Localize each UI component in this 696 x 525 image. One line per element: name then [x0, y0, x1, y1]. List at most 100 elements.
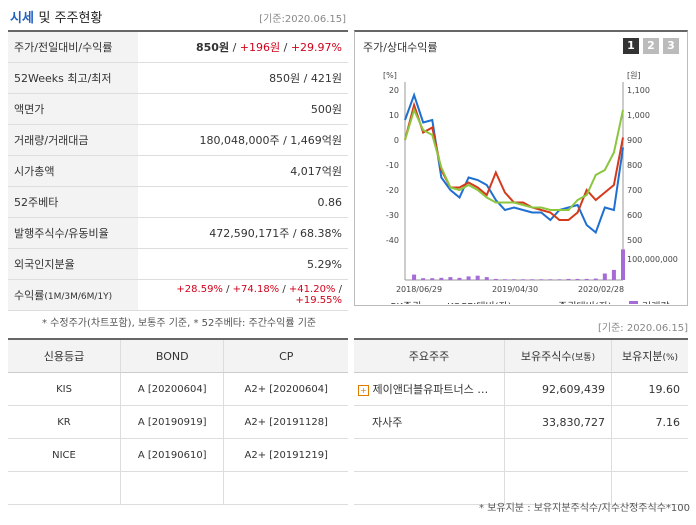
credit-rating-table: 신용등급 BOND CP KIS A [20200604] A2+ [2020060… [8, 338, 348, 505]
empty-cell [504, 438, 612, 472]
empty-cell [354, 438, 505, 472]
chart-pager: 1 2 3 [623, 38, 679, 54]
basis-date-2: [기준: 2020.06.15] [597, 323, 688, 334]
table-row: 시가총액 4,017억원 [8, 155, 348, 187]
volume-bar [448, 277, 453, 280]
col-header-main: 보유지분 [621, 350, 663, 363]
empty-cell [223, 471, 348, 505]
volume-bar [421, 278, 426, 280]
row-value: 5.29% [138, 248, 348, 280]
col-header: CP [223, 339, 348, 373]
page-button-1[interactable]: 1 [623, 38, 639, 54]
row-value: 850원 / +196원 / +29.97% [138, 31, 348, 63]
y-tick-label-right: 900 [627, 136, 642, 145]
empty-cell [354, 471, 505, 505]
legend-swatch [629, 301, 638, 304]
y-tick-label-left: -20 [386, 186, 399, 195]
volume-bar [521, 279, 526, 280]
table-row: KR A [20190919] A2+ [20191128] [8, 405, 348, 439]
price-change: +196원 [239, 41, 281, 54]
table-row [8, 471, 348, 505]
right-unit-label: [원] [627, 71, 641, 80]
row-value: 472,590,171주 / 68.38% [138, 217, 348, 249]
return-1m: +28.59% [176, 284, 223, 295]
row-label: 시가총액 [8, 155, 138, 187]
holder-name: 제이앤더블유파트너스 … [372, 383, 489, 396]
summary-note: * 수정주가(차트포함), 보통주 기준, * 52주베타: 주간수익률 기준 [42, 318, 317, 329]
y-tick-label-left: -40 [386, 236, 399, 245]
table-row: 52Weeks 최고/최저 850원 / 421원 [8, 62, 348, 94]
volume-bar [502, 279, 507, 280]
shares-cell: 33,830,727 [504, 405, 612, 439]
table-row [354, 471, 688, 505]
table-row: 52주베타 0.86 [8, 186, 348, 218]
page-button-2[interactable]: 2 [643, 38, 659, 54]
table-row: NICE A [20190610] A2+ [20191219] [8, 438, 348, 472]
col-header: BOND [119, 339, 224, 373]
current-price: 850원 [195, 41, 230, 54]
volume-bar [530, 279, 535, 280]
row-label-sub: (1M/3M/6M/1Y) [44, 292, 113, 302]
volume-bar [430, 278, 435, 280]
y-tick-label-left: 10 [389, 111, 399, 120]
volume-bar [593, 278, 598, 280]
agency-cell: NICE [8, 438, 121, 472]
cp-cell: A2+ [20191128] [223, 405, 348, 439]
col-header-main: 보유주식수 [520, 350, 572, 363]
chart-title: 주가/상대수익률 [363, 41, 438, 54]
volume-bar [484, 277, 489, 280]
holder-name-cell[interactable]: + 제이앤더블유파트너스 … [354, 372, 505, 406]
volume-bar [611, 269, 616, 280]
y-tick-label-left: 20 [389, 86, 399, 95]
col-header: 보유지분(%) [611, 339, 688, 373]
volume-bar [457, 277, 462, 280]
table-row: 발행주식수/유동비율 472,590,171주 / 68.38% [8, 217, 348, 249]
table-row [354, 438, 688, 472]
volume-bar [466, 276, 471, 280]
x-tick-label: 2020/02/28 [578, 285, 624, 294]
row-value: +28.59% / +74.18% / +41.20% / +19.55% [138, 279, 348, 311]
volume-bar [493, 278, 498, 280]
y-tick-label-left: -10 [386, 161, 399, 170]
row-value: 0.86 [138, 186, 348, 218]
table-header-row: 주요주주 보유주식수(보통) 보유지분(%) [354, 339, 688, 373]
legend-label: KOSPI대비(좌) [447, 301, 512, 304]
row-value: 500원 [138, 93, 348, 125]
legend-label: SK증권 [390, 301, 421, 304]
volume-bar [539, 279, 544, 280]
price-rate: +29.97% [290, 41, 342, 54]
empty-cell [119, 471, 224, 505]
empty-cell [8, 471, 121, 505]
table-row: KIS A [20200604] A2+ [20200604] [8, 372, 348, 406]
return-3m: +74.18% [232, 284, 280, 295]
volume-bar [575, 278, 580, 280]
row-label: 거래량/거래대금 [8, 124, 138, 156]
row-value: 850원 / 421원 [138, 62, 348, 94]
series-line-3 [404, 107, 624, 211]
table-row: 주가/전일대비/수익률 850원 / +196원 / +29.97% [8, 31, 348, 63]
page-title: 시세 및 주주현황 [10, 11, 103, 26]
empty-cell [504, 471, 612, 505]
volume-bar [602, 273, 607, 280]
expand-plus-icon[interactable]: + [358, 385, 369, 396]
y-tick-label-left: -30 [386, 211, 399, 220]
row-label: 52Weeks 최고/최저 [8, 62, 138, 94]
table-row: 거래량/거래대금 180,048,000주 / 1,469억원 [8, 124, 348, 156]
major-holders-table: 주요주주 보유주식수(보통) 보유지분(%) + 제이앤더블유파트너스 … 92… [354, 338, 688, 505]
volume-bar [566, 278, 571, 280]
left-unit-label: [%] [383, 71, 397, 80]
col-header: 신용등급 [8, 339, 121, 373]
price-summary-table: 주가/전일대비/수익률 850원 / +196원 / +29.97% 52Wee… [8, 30, 348, 311]
y-tick-label-right: 1,000 [627, 111, 650, 120]
page-button-3[interactable]: 3 [663, 38, 679, 54]
y-tick-label-right: 1,100 [627, 86, 650, 95]
agency-cell: KR [8, 405, 121, 439]
row-label: 외국인지분율 [8, 248, 138, 280]
y-tick-label-right: 500 [627, 236, 642, 245]
y-tick-label-right: 800 [627, 161, 642, 170]
volume-tick-label: 100,000,000 [627, 255, 678, 264]
col-header: 보유주식수(보통) [504, 339, 612, 373]
basis-date: [기준:2020.06.15] [259, 14, 346, 25]
table-row: + 제이앤더블유파트너스 … 92,609,439 19.60 [354, 372, 688, 406]
table-row: 수익률(1M/3M/6M/1Y) +28.59% / +74.18% / +41… [8, 279, 348, 311]
